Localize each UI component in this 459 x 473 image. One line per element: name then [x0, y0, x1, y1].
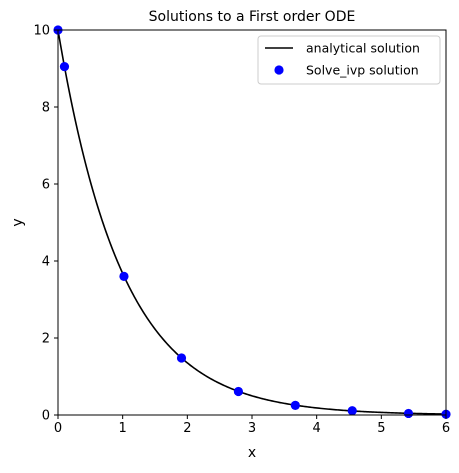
x-tick-label: 1	[119, 421, 127, 436]
y-tick-label: 2	[42, 332, 50, 347]
y-tick-label: 10	[33, 24, 50, 39]
solve-ivp-point	[290, 400, 300, 410]
legend: analytical solution Solve_ivp solution	[257, 35, 441, 85]
plot-area: 0 1 2 3 4 5 6 0 2 4 6 8 10	[33, 24, 451, 436]
solve-ivp-point	[59, 61, 70, 72]
y-tick-label: 6	[42, 178, 50, 193]
y-tick-label: 0	[42, 409, 50, 424]
x-tick-label: 2	[183, 421, 191, 436]
x-tick-label: 5	[377, 421, 385, 436]
analytical-solution-line	[58, 29, 447, 415]
x-tick-label: 0	[54, 421, 62, 436]
y-tick-label: 8	[42, 101, 50, 116]
solve-ivp-point	[176, 353, 187, 363]
legend-box	[257, 35, 441, 85]
x-axis-label: x	[248, 445, 256, 461]
plot-frame	[57, 29, 447, 416]
solve-ivp-point	[403, 408, 414, 419]
x-tick-label: 4	[313, 421, 321, 436]
legend-entry-label: analytical solution	[306, 41, 420, 56]
y-tick-label: 4	[42, 255, 50, 270]
solve-ivp-point	[233, 386, 244, 397]
legend-point-swatch	[274, 65, 284, 75]
chart-title: Solutions to a First order ODE	[149, 9, 356, 25]
legend-entry-label: Solve_ivp solution	[306, 63, 419, 78]
x-tick-label: 3	[248, 421, 256, 436]
y-axis-label: y	[10, 218, 26, 226]
solve-ivp-point	[347, 406, 357, 416]
solve-ivp-point	[119, 271, 129, 281]
x-tick-label: 6	[442, 421, 450, 436]
